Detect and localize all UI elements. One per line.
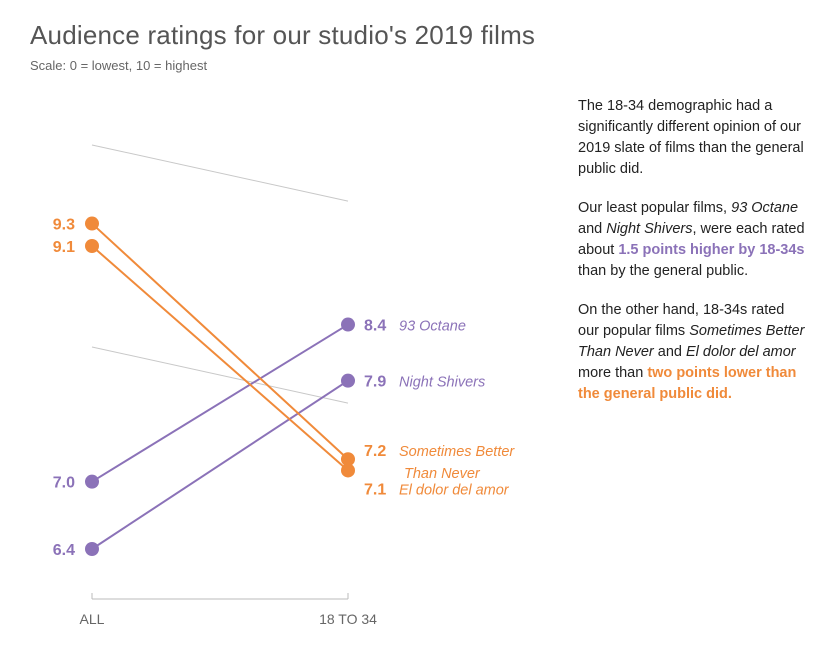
data-label: 9.1: [53, 239, 75, 256]
series-name-label: Night Shivers: [399, 375, 485, 391]
series-name-label: 93 Octane: [399, 319, 466, 335]
chart-title: Audience ratings for our studio's 2019 f…: [30, 20, 536, 50]
series-line-sometimes-better-than-never: [91, 222, 349, 460]
series-line-night-shivers: [91, 379, 349, 550]
x-tick-label: ALL: [80, 611, 105, 627]
annotation-text-span: and: [578, 221, 607, 237]
annotation-text-span: more than: [578, 365, 648, 381]
annotation-paragraph-3: On the other hand, 18-34s rated our popu…: [578, 300, 808, 405]
background-line-0: [91, 144, 349, 202]
annotation-text-span: , were each rated about: [578, 221, 805, 258]
data-label: 7.9: [364, 374, 386, 391]
data-point-el-dolor-del-amor: [341, 463, 355, 478]
data-label: 7.0: [53, 475, 75, 492]
background-line-1: [91, 346, 349, 404]
highlight-lower: two points lower than the general public…: [578, 365, 797, 402]
film-name-night-shivers: Night Shivers: [606, 221, 693, 237]
data-point-el-dolor-del-amor: [85, 239, 99, 253]
series-line-el-dolor-del-amor: [91, 245, 349, 472]
annotation-text: The 18-34 demographic had a significantl…: [578, 96, 808, 423]
data-label: 9.3: [53, 217, 75, 234]
annotation-text-span: Our least popular films,: [578, 200, 732, 216]
film-name-sometimes-better: Sometimes Better Than Never: [578, 323, 805, 360]
annotation-text-span: On the other hand, 18-34s rated our popu…: [578, 302, 785, 339]
annotation-paragraph-2: Our least popular films, 93 Octane and N…: [578, 198, 808, 282]
data-label: 7.2: [364, 443, 386, 460]
data-label: 7.1: [364, 481, 386, 498]
data-label: 6.4: [53, 542, 75, 559]
data-point-sometimes-better-than-never: [85, 216, 99, 231]
x-tick-label: 18 TO 34: [319, 611, 377, 627]
series-name-label: Than Never: [404, 466, 481, 482]
data-label: 8.4: [364, 318, 386, 335]
data-point-93-octane: [85, 474, 99, 489]
film-name-el-dolor: El dolor del amor: [686, 344, 796, 360]
series-name-label: Sometimes Better: [399, 444, 515, 460]
series-name-label: El dolor del amor: [399, 482, 510, 498]
slope-chart: ALL 18 TO 34 7.0 8.4 93 Octane 6.4 7.9 Night Sh…: [53, 144, 515, 627]
highlight-higher: 1.5 points higher by 18-34s: [618, 242, 805, 258]
annotation-text-span: than by the general public.: [578, 263, 749, 279]
series-line-93-octane: [91, 323, 349, 483]
film-name-93-octane: 93 Octane: [731, 200, 799, 216]
annotation-text-span: and: [653, 344, 687, 360]
data-point-sometimes-better-than-never: [341, 452, 355, 467]
annotation-paragraph-1: The 18-34 demographic had a significantl…: [578, 98, 804, 177]
data-point-night-shivers: [85, 542, 99, 556]
data-point-night-shivers: [341, 373, 355, 388]
chart-subtitle: Scale: 0 = lowest, 10 = highest: [30, 58, 208, 73]
data-point-93-octane: [341, 317, 355, 332]
